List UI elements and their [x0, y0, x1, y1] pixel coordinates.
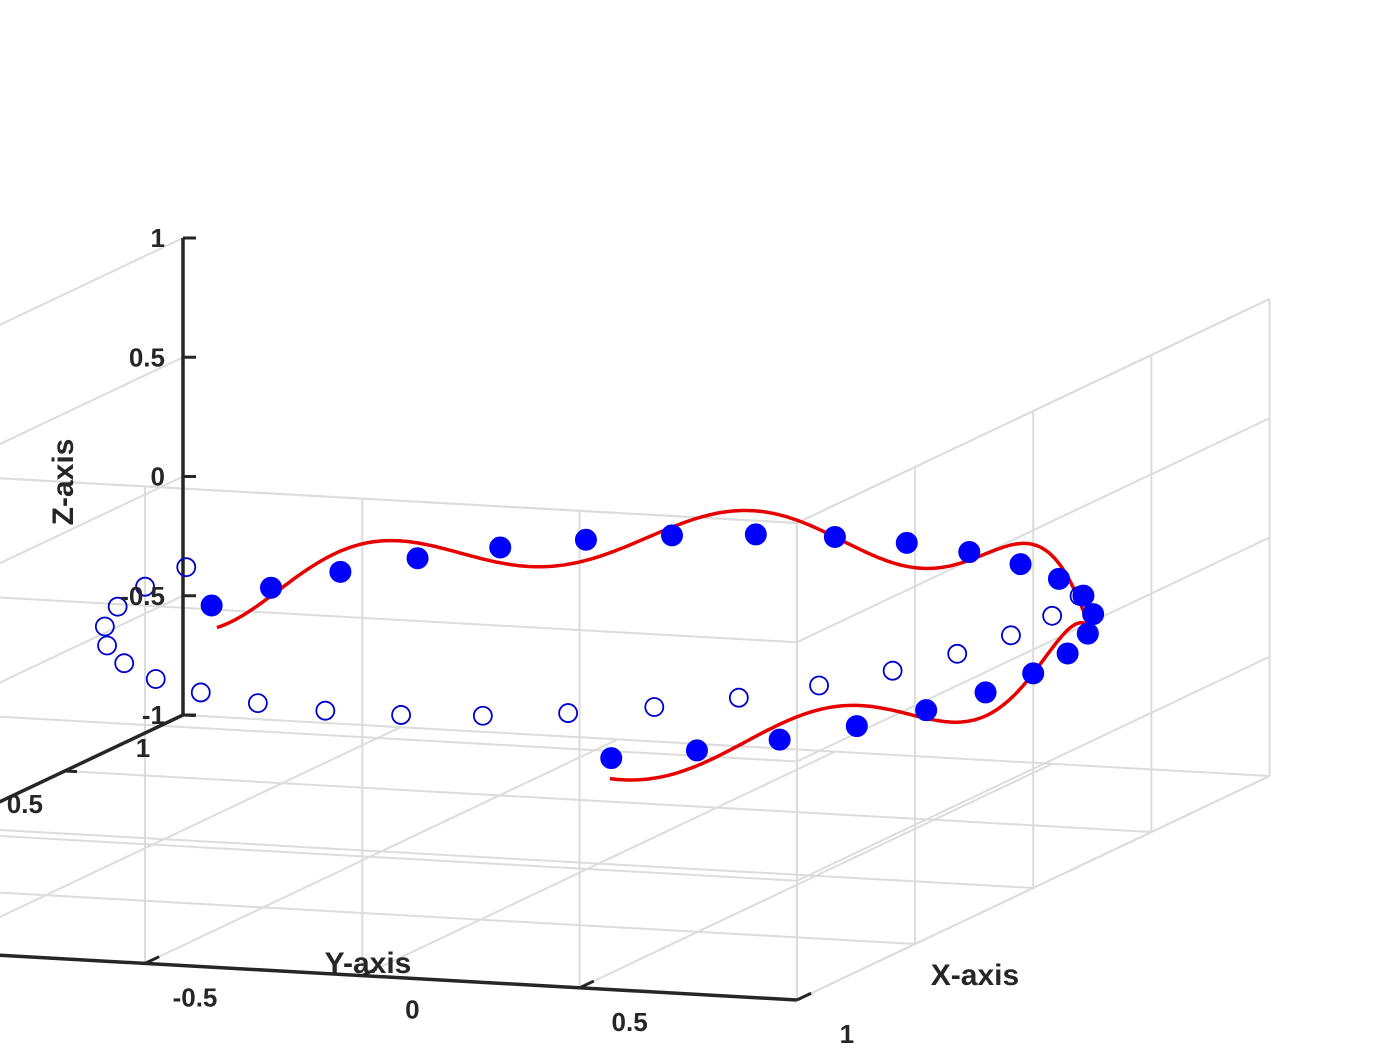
x-tick: [578, 979, 595, 990]
grid-line: [0, 835, 797, 882]
open-marker: [472, 705, 493, 726]
tick-labels: -1-0.500.51-1-0.500.51-1.5-1-0.500.51: [7, 223, 854, 1049]
y-tick: [182, 713, 196, 718]
x-axis-line: [0, 953, 797, 1002]
x-tick: [361, 967, 378, 977]
filled-marker: [1082, 603, 1105, 626]
grid-line: [0, 596, 797, 644]
open-marker: [728, 687, 749, 708]
filled-marker: [574, 528, 597, 551]
z-tick-label: 0: [151, 462, 165, 492]
filled-marker: [974, 681, 997, 704]
open-marker: [882, 660, 903, 681]
filled-marker: [1047, 567, 1070, 590]
grid-line: [0, 477, 797, 524]
grid-line: [796, 655, 1270, 882]
y-axis-line: [0, 713, 184, 804]
x-tick: [144, 955, 160, 965]
filled-marker: [489, 536, 512, 559]
filled-marker: [1056, 642, 1079, 665]
grid-line: [0, 714, 184, 803]
grid-line: [796, 536, 1270, 763]
filled-marker: [845, 715, 868, 738]
x-tick-label: 1: [840, 1019, 854, 1049]
open-marker: [315, 700, 336, 721]
grid-line: [182, 714, 1270, 777]
x-tick-label: 0.5: [612, 1007, 648, 1037]
filled-marker: [958, 541, 981, 564]
filled-marker: [600, 747, 623, 770]
grid-line: [796, 775, 1270, 1001]
open-marker: [947, 643, 968, 664]
filled-marker: [768, 728, 791, 751]
x-tick-label: 0: [405, 995, 419, 1025]
plot-area: [94, 508, 1105, 782]
open-marker: [97, 635, 117, 656]
grid-lines: [0, 237, 1271, 1001]
grid-line: [0, 715, 797, 763]
x-tick-label: -0.5: [173, 982, 218, 1012]
axes: [0, 236, 812, 1002]
filled-marker: [744, 523, 767, 546]
curve-line: [216, 508, 1096, 782]
filled-marker: [260, 576, 283, 599]
grid-line: [796, 298, 1270, 524]
grid-line: [0, 714, 184, 803]
open-marker: [391, 705, 411, 725]
grid-line: [0, 475, 184, 565]
z-axis-label: Z-axis: [47, 439, 80, 526]
open-marker: [247, 693, 268, 714]
open-marker: [558, 703, 579, 723]
open-marker: [1001, 625, 1021, 646]
z-tick-label: 0.5: [129, 342, 165, 372]
y-tick-label: 0.5: [7, 789, 43, 819]
grid-line: [0, 237, 184, 326]
filled-marker: [1022, 662, 1045, 685]
grid-line: [0, 477, 797, 524]
filled-marker: [1076, 622, 1099, 645]
filled-marker: [406, 547, 429, 570]
grid-line: [0, 594, 184, 684]
open-marker: [1042, 605, 1063, 626]
x-axis-label: X-axis: [931, 959, 1019, 992]
open-marker: [644, 697, 665, 717]
open-marker: [107, 596, 128, 617]
z-tick-label: -1: [142, 700, 165, 730]
grid-line: [0, 828, 1034, 889]
open-marker: [114, 653, 135, 674]
z-tick-label: 1: [151, 223, 165, 253]
open-marker: [145, 669, 166, 689]
y-tick: [64, 769, 78, 774]
grid-line: [64, 770, 1152, 833]
y-axis-label: Y-axis: [325, 947, 412, 980]
filled-marker: [200, 594, 223, 617]
x-tick: [796, 991, 812, 1002]
y-tick-label: 1: [136, 733, 150, 763]
grid-line: [0, 714, 184, 803]
filled-marker: [915, 699, 938, 722]
open-marker: [176, 557, 197, 578]
grid-line: [0, 891, 916, 945]
open-marker: [135, 576, 155, 597]
grid-line: [0, 356, 184, 446]
filled-marker: [823, 525, 846, 548]
open-marker: [190, 682, 211, 703]
filled-marker: [329, 560, 352, 583]
filled-marker: [661, 524, 684, 547]
grid-line: [796, 417, 1270, 644]
filled-marker: [685, 739, 708, 762]
z-tick-label: -0.5: [120, 581, 165, 611]
open-marker: [809, 675, 829, 696]
filled-marker: [895, 531, 918, 554]
open-marker: [94, 616, 115, 637]
filled-marker: [1009, 553, 1032, 576]
filled-marker: [1072, 584, 1095, 607]
